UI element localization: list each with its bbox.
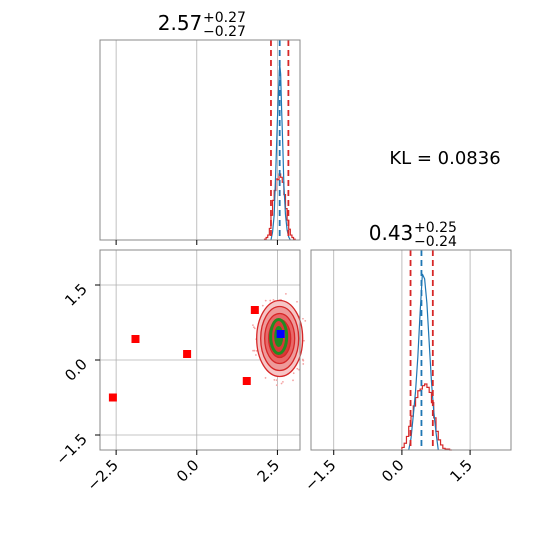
sample-point (302, 363, 305, 365)
sample-point (253, 327, 256, 330)
panel-bottom-right-kde-line (408, 273, 439, 451)
scatter-point (131, 335, 140, 343)
panel-bottom-right-x-tick-label: −1.5 (301, 456, 339, 494)
panel-top-left-title-value: 2.57 (158, 11, 203, 35)
sample-point (275, 384, 278, 387)
sample-point (280, 382, 283, 385)
scatter-point (250, 306, 259, 314)
sample-point (284, 292, 287, 295)
sample-point (261, 304, 264, 307)
sample-point (273, 379, 276, 381)
panel-bottom-right-title-plus: +0.25 (414, 220, 457, 236)
sample-point (272, 298, 275, 301)
panel-bottom-right-x-tick-label: 0.0 (378, 456, 408, 486)
sample-point (282, 380, 284, 383)
scatter-point (242, 377, 251, 385)
scatter-x-tick-label: 2.5 (254, 456, 284, 486)
panel-bottom-right-frame (310, 249, 512, 451)
sample-point (304, 319, 307, 322)
scatter-y-tick-label: 0.0 (61, 355, 91, 385)
panel-bottom-right-x-tick-label: 1.5 (446, 456, 476, 486)
scatter-frame (99, 249, 301, 451)
scatter-x-tick-label: −2.5 (83, 456, 121, 494)
scatter-y-tick-label: −1.5 (52, 430, 90, 468)
sample-point (252, 326, 255, 329)
scatter-x-tick-label: 0.0 (173, 456, 203, 486)
sample-point (255, 354, 257, 356)
sample-point (269, 299, 272, 302)
panel-top-left-title-minus: −0.27 (203, 24, 246, 40)
truth-marker (276, 330, 285, 338)
panel-bottom-right-histogram (401, 383, 452, 451)
contour-green-outer (269, 318, 289, 355)
sample-point (302, 358, 304, 361)
sample-point (252, 349, 254, 352)
panel-top-left-kde-line (270, 63, 291, 241)
sample-point (252, 324, 254, 327)
sample-point (302, 317, 304, 320)
sample-point (303, 339, 305, 342)
sample-point (292, 372, 295, 375)
sample-point (253, 349, 256, 352)
panel-top-left-frame (99, 39, 301, 241)
scatter-point (108, 393, 117, 402)
sample-point (264, 377, 267, 379)
sample-point (298, 368, 300, 371)
sample-point (296, 300, 298, 303)
scatter-y-tick-label: 1.5 (61, 280, 91, 310)
scatter-point (183, 350, 192, 358)
sample-point (296, 367, 299, 370)
panel-top-left-title-plus: +0.27 (203, 10, 246, 26)
sample-point (275, 379, 278, 382)
kl-annotation: KL = 0.0836 (389, 148, 500, 169)
sample-point (292, 379, 294, 382)
panel-bottom-right-title-value: 0.43 (369, 221, 414, 245)
sample-point (264, 299, 267, 302)
panel-bottom-right-title-minus: −0.24 (414, 234, 457, 250)
